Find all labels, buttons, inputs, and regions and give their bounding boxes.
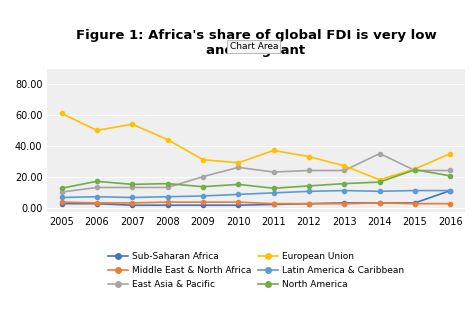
European Union — [94, 129, 100, 132]
North America — [341, 182, 347, 185]
Latin America & Caribbean — [236, 193, 241, 196]
European Union — [377, 178, 383, 182]
North America — [165, 182, 171, 185]
North America — [129, 183, 135, 186]
European Union — [271, 149, 276, 152]
East Asia & Pacific — [94, 186, 100, 189]
Sub-Saharan Africa — [341, 201, 347, 205]
Sub-Saharan Africa — [59, 202, 64, 206]
Line: North America: North America — [59, 168, 453, 190]
North America — [59, 186, 64, 190]
Latin America & Caribbean — [129, 196, 135, 199]
North America — [306, 184, 312, 188]
Middle East & North Africa — [94, 201, 100, 205]
Sub-Saharan Africa — [236, 203, 241, 207]
Sub-Saharan Africa — [447, 189, 453, 193]
East Asia & Pacific — [412, 168, 418, 172]
European Union — [236, 161, 241, 165]
East Asia & Pacific — [341, 168, 347, 172]
Latin America & Caribbean — [59, 196, 64, 199]
Latin America & Caribbean — [94, 195, 100, 199]
Latin America & Caribbean — [412, 189, 418, 193]
Sub-Saharan Africa — [200, 203, 206, 207]
North America — [271, 186, 276, 190]
Sub-Saharan Africa — [412, 201, 418, 205]
Sub-Saharan Africa — [129, 203, 135, 207]
Sub-Saharan Africa — [306, 202, 312, 206]
Middle East & North Africa — [412, 202, 418, 206]
Middle East & North Africa — [236, 200, 241, 204]
European Union — [200, 158, 206, 162]
Sub-Saharan Africa — [165, 203, 171, 207]
Middle East & North Africa — [341, 202, 347, 206]
Line: Latin America & Caribbean: Latin America & Caribbean — [59, 188, 453, 200]
East Asia & Pacific — [306, 168, 312, 172]
North America — [200, 185, 206, 188]
Line: East Asia & Pacific: East Asia & Pacific — [59, 151, 453, 194]
Middle East & North Africa — [165, 200, 171, 204]
European Union — [341, 164, 347, 168]
East Asia & Pacific — [236, 166, 241, 169]
Sub-Saharan Africa — [94, 202, 100, 206]
North America — [236, 183, 241, 186]
Middle East & North Africa — [447, 202, 453, 206]
Text: Chart Area: Chart Area — [229, 42, 278, 51]
East Asia & Pacific — [59, 190, 64, 194]
European Union — [447, 152, 453, 155]
Sub-Saharan Africa — [271, 202, 276, 206]
Middle East & North Africa — [306, 202, 312, 206]
Text: Figure 1: Africa's share of global FDI is very low
and stagnant: Figure 1: Africa's share of global FDI i… — [75, 29, 437, 57]
European Union — [306, 155, 312, 158]
Middle East & North Africa — [200, 200, 206, 204]
Latin America & Caribbean — [341, 189, 347, 193]
European Union — [129, 122, 135, 126]
East Asia & Pacific — [165, 186, 171, 189]
East Asia & Pacific — [271, 170, 276, 174]
Latin America & Caribbean — [306, 189, 312, 193]
Line: Sub-Saharan Africa: Sub-Saharan Africa — [59, 188, 453, 207]
Middle East & North Africa — [271, 202, 276, 206]
European Union — [412, 167, 418, 171]
Line: European Union: European Union — [59, 111, 453, 182]
Latin America & Caribbean — [271, 191, 276, 195]
North America — [447, 174, 453, 178]
Line: Middle East & North Africa: Middle East & North Africa — [59, 200, 453, 206]
Latin America & Caribbean — [447, 189, 453, 193]
Middle East & North Africa — [377, 201, 383, 205]
Sub-Saharan Africa — [377, 201, 383, 205]
East Asia & Pacific — [377, 152, 383, 155]
European Union — [59, 111, 64, 115]
European Union — [165, 138, 171, 142]
East Asia & Pacific — [129, 186, 135, 189]
North America — [412, 168, 418, 172]
Latin America & Caribbean — [200, 194, 206, 198]
East Asia & Pacific — [200, 175, 206, 178]
Middle East & North Africa — [59, 200, 64, 204]
North America — [94, 179, 100, 183]
Middle East & North Africa — [129, 201, 135, 205]
Latin America & Caribbean — [165, 195, 171, 199]
North America — [377, 180, 383, 184]
East Asia & Pacific — [447, 168, 453, 172]
Legend: Sub-Saharan Africa, Middle East & North Africa, East Asia & Pacific, European Un: Sub-Saharan Africa, Middle East & North … — [104, 248, 408, 292]
Latin America & Caribbean — [377, 189, 383, 193]
